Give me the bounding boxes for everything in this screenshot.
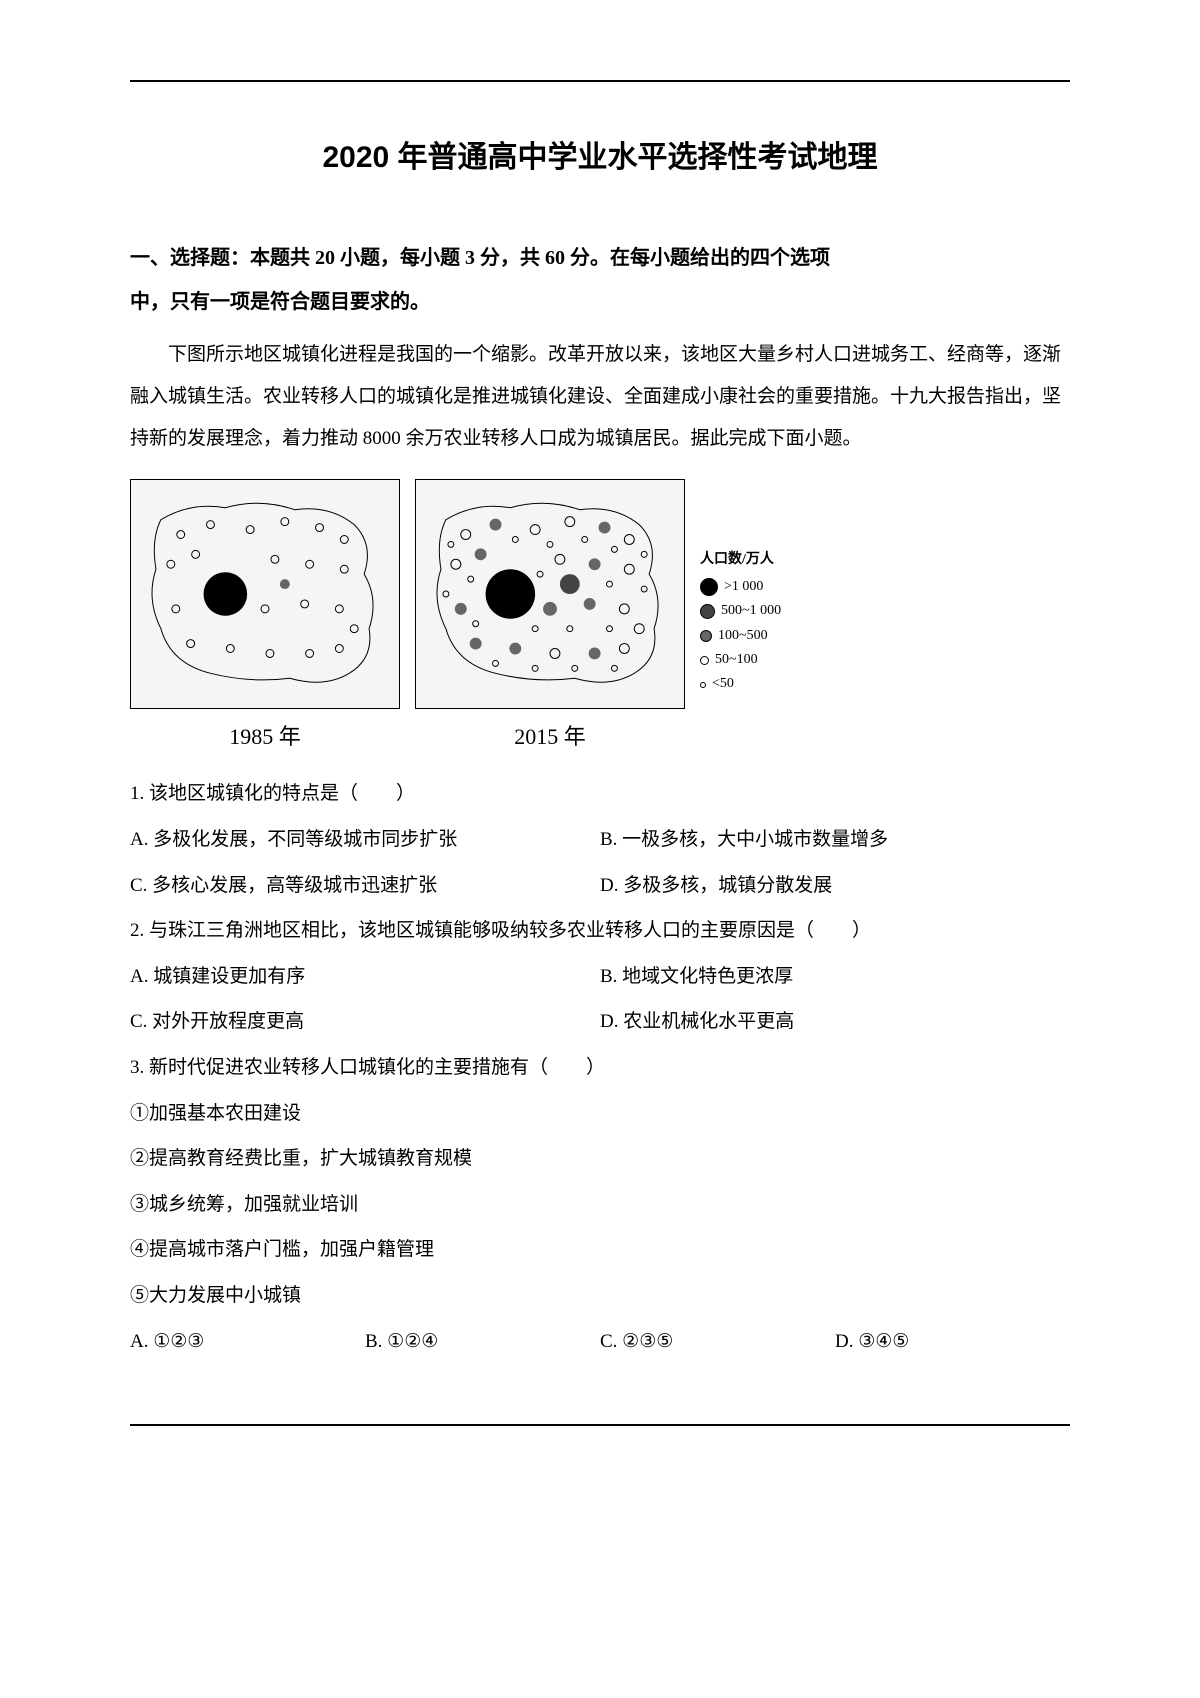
q1-optB: B. 一极多核，大中小城市数量增多 [600,817,1070,863]
q1-optA: A. 多极化发展，不同等级城市同步扩张 [130,817,600,863]
legend-item-1: 500~1 000 [700,600,781,622]
section-heading-line2: 中，只有一项是符合题目要求的。 [130,280,1070,324]
q3-item4: ④提高城市落户门槛，加强户籍管理 [130,1227,1070,1273]
q1-options-row1: A. 多极化发展，不同等级城市同步扩张 B. 一极多核，大中小城市数量增多 [130,817,1070,863]
map-2015 [415,479,685,709]
q1-options-row2: C. 多核心发展，高等级城市迅速扩张 D. 多极多核，城镇分散发展 [130,863,1070,909]
q3-optD: D. ③④⑤ [835,1319,1070,1365]
q3-options-row: A. ①②③ B. ①②④ C. ②③⑤ D. ③④⑤ [130,1319,1070,1365]
figure-container: 人口数/万人 >1 000 500~1 000 100~500 50~100 <… [130,479,1070,709]
page-title: 2020 年普通高中学业水平选择性考试地理 [130,132,1070,176]
bottom-rule [130,1424,1070,1426]
q3-stem: 3. 新时代促进农业转移人口城镇化的主要措施有（ ） [130,1045,1070,1091]
map-1985-svg [131,480,399,708]
legend-circle-icon [700,578,718,596]
map-1985 [130,479,400,709]
passage-text: 下图所示地区城镇化进程是我国的一个缩影。改革开放以来，该地区大量乡村人口进城务工… [130,334,1070,459]
legend-label: 500~1 000 [721,600,781,622]
legend-label: <50 [712,673,734,695]
top-rule [130,80,1070,82]
year-label-2015: 2015 年 [415,719,685,751]
legend-label: 50~100 [715,649,758,671]
q2-options-row2: C. 对外开放程度更高 D. 农业机械化水平更高 [130,999,1070,1045]
q3-item5: ⑤大力发展中小城镇 [130,1273,1070,1319]
section-heading-line1: 一、选择题：本题共 20 小题，每小题 3 分，共 60 分。在每小题给出的四个… [130,236,1070,280]
q3-optB: B. ①②④ [365,1319,600,1365]
legend-circle-icon [700,682,706,688]
legend-label: >1 000 [724,576,763,598]
q2-stem: 2. 与珠江三角洲地区相比，该地区城镇能够吸纳较多农业转移人口的主要原因是（ ） [130,908,1070,954]
legend-circle-icon [700,604,715,619]
q2-optB: B. 地域文化特色更浓厚 [600,954,1070,1000]
legend-item-3: 50~100 [700,649,781,671]
q3-optA: A. ①②③ [130,1319,365,1365]
q3-optC: C. ②③⑤ [600,1319,835,1365]
legend-label: 100~500 [718,625,768,647]
q2-optC: C. 对外开放程度更高 [130,999,600,1045]
q2-optD: D. 农业机械化水平更高 [600,999,1070,1045]
year-label-1985: 1985 年 [130,719,400,751]
q2-options-row1: A. 城镇建设更加有序 B. 地域文化特色更浓厚 [130,954,1070,1000]
legend-item-4: <50 [700,673,781,695]
legend-circle-icon [700,656,709,665]
legend-item-2: 100~500 [700,625,781,647]
q1-stem: 1. 该地区城镇化的特点是（ ） [130,771,1070,817]
legend-item-0: >1 000 [700,576,781,598]
legend-circle-icon [700,630,712,642]
q1-optD: D. 多极多核，城镇分散发展 [600,863,1070,909]
year-labels: 1985 年 2015 年 [130,719,1070,751]
q3-item3: ③城乡统筹，加强就业培训 [130,1182,1070,1228]
q3-item2: ②提高教育经费比重，扩大城镇教育规模 [130,1136,1070,1182]
q3-item1: ①加强基本农田建设 [130,1091,1070,1137]
map-2015-svg [416,480,684,708]
section-heading: 一、选择题：本题共 20 小题，每小题 3 分，共 60 分。在每小题给出的四个… [130,236,1070,324]
legend-title: 人口数/万人 [700,549,781,571]
legend: 人口数/万人 >1 000 500~1 000 100~500 50~100 <… [700,479,781,697]
q2-optA: A. 城镇建设更加有序 [130,954,600,1000]
q1-optC: C. 多核心发展，高等级城市迅速扩张 [130,863,600,909]
